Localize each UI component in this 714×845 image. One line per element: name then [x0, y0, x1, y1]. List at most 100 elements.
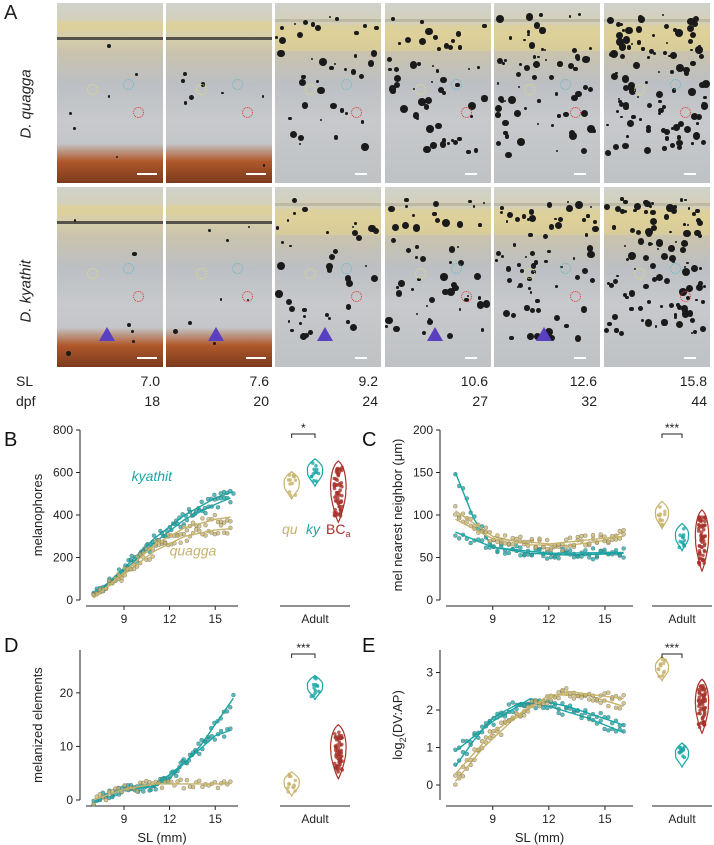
- melanophore-dot: [467, 67, 471, 71]
- melanophore-dot: [680, 247, 686, 253]
- data-point-quagga: [541, 545, 546, 550]
- data-point-quagga: [545, 546, 550, 552]
- data-point-kyathit: [203, 511, 208, 516]
- data-point-kyathit: [548, 555, 554, 560]
- y-tick-label: 20: [60, 686, 74, 700]
- melanophore-dot: [290, 328, 294, 333]
- melanophore-dot: [656, 248, 659, 251]
- melanophore-dot: [568, 14, 572, 18]
- violin-point: [314, 463, 318, 468]
- violin-point: [697, 523, 702, 528]
- melanophore-dot: [661, 252, 669, 260]
- melanophore-dot: [391, 238, 397, 244]
- melanophore-dot: [470, 114, 473, 118]
- x-tick-label: 12: [163, 612, 177, 626]
- violin-point: [292, 783, 296, 787]
- melanophore-dot: [225, 238, 230, 243]
- melanophore-dot: [333, 63, 336, 66]
- melanophore-dot: [504, 134, 510, 139]
- marker-circle: [86, 268, 98, 279]
- marker-circle: [351, 107, 363, 119]
- sl-value: 7.6: [249, 373, 269, 389]
- melanophore-dot: [392, 224, 400, 232]
- panel-letter: E: [362, 635, 375, 657]
- violin-point: [293, 789, 297, 793]
- melanophore-dot: [631, 114, 637, 120]
- data-point-quagga: [598, 700, 603, 705]
- scale-bar: [355, 173, 367, 175]
- data-point-kyathit: [502, 551, 508, 556]
- melanophore-dot: [644, 210, 648, 214]
- panel-letter: D: [4, 635, 18, 657]
- melanophore-dot: [557, 114, 561, 118]
- data-point-kyathit: [187, 509, 193, 515]
- melanophore-dot: [664, 136, 670, 141]
- data-point-kyathit: [231, 692, 236, 698]
- melanophore-dot: [302, 308, 307, 313]
- melanophore-dot: [676, 64, 684, 73]
- violin-point: [313, 682, 318, 687]
- melanophore-dot: [428, 296, 435, 303]
- melanophore-dot: [567, 63, 575, 70]
- violin-point: [340, 504, 345, 509]
- melanophore-dot: [363, 23, 368, 28]
- violin-point: [293, 478, 298, 482]
- melanophore-dot: [626, 257, 630, 261]
- x-tick-label: 15: [209, 612, 223, 626]
- violin-point: [656, 667, 661, 672]
- melanophore-dot: [663, 50, 668, 56]
- chart-panel-d: D 0 10 20 9 12 15 melanized elements SL (mm) Adul…: [4, 635, 350, 845]
- melanophore-dot: [346, 320, 350, 324]
- data-point-kyathit: [560, 712, 565, 717]
- dpf-value: 20: [253, 393, 269, 409]
- scale-bar: [684, 357, 696, 359]
- violin-point: [697, 691, 702, 695]
- violin-point: [702, 707, 707, 712]
- melanophore-dot: [689, 317, 695, 323]
- data-point-kyathit: [197, 751, 202, 757]
- y-axis-label: melanized elements: [30, 667, 45, 783]
- melanophore-dot: [612, 314, 618, 320]
- data-point-kyathit: [579, 554, 584, 559]
- melanophore-dot: [671, 87, 677, 93]
- triangle-marker: [427, 327, 444, 342]
- melanophore-dot: [483, 201, 486, 205]
- trend-line-quagga: [93, 516, 231, 599]
- melanophore-dot: [452, 139, 458, 145]
- data-point-kyathit: [621, 555, 626, 560]
- melanophore-dot: [425, 27, 433, 36]
- data-point-kyathit: [541, 705, 546, 711]
- melanophore-dot: [661, 127, 667, 133]
- melanophore-dot: [288, 117, 292, 121]
- melanophore-dot: [385, 324, 389, 328]
- melanophore-dot: [612, 144, 619, 151]
- data-point-quagga: [147, 557, 152, 562]
- violin-point: [288, 774, 293, 779]
- data-point-quagga: [222, 779, 227, 784]
- melanophore-dot: [695, 114, 702, 121]
- melanophore-dot: [364, 264, 368, 268]
- marker-circle: [242, 291, 254, 303]
- marker-circle: [133, 107, 145, 119]
- x-tick-label: 9: [489, 612, 496, 626]
- data-point-quagga: [594, 540, 600, 545]
- scale-bar: [246, 173, 266, 175]
- violin-point: [310, 461, 315, 465]
- series-label-quagga: quagga: [170, 542, 217, 558]
- melanophore-dot: [621, 29, 625, 33]
- melanophore-dot: [614, 328, 619, 333]
- melanophore-dot: [472, 205, 476, 208]
- violin-point: [340, 465, 344, 470]
- data-point-quagga: [575, 693, 580, 699]
- violin-point: [335, 471, 340, 476]
- melanophore-dot: [661, 13, 665, 17]
- melanophore-dot: [635, 229, 641, 236]
- violin-point: [697, 549, 702, 553]
- adult-label: Adult: [668, 612, 696, 626]
- melanophore-dot: [451, 138, 454, 142]
- melanophore-dot: [582, 268, 588, 274]
- violin-point: [682, 744, 687, 749]
- melanophore-dot: [504, 58, 507, 62]
- data-point-kyathit: [506, 702, 512, 707]
- melanophore-dot: [548, 75, 554, 80]
